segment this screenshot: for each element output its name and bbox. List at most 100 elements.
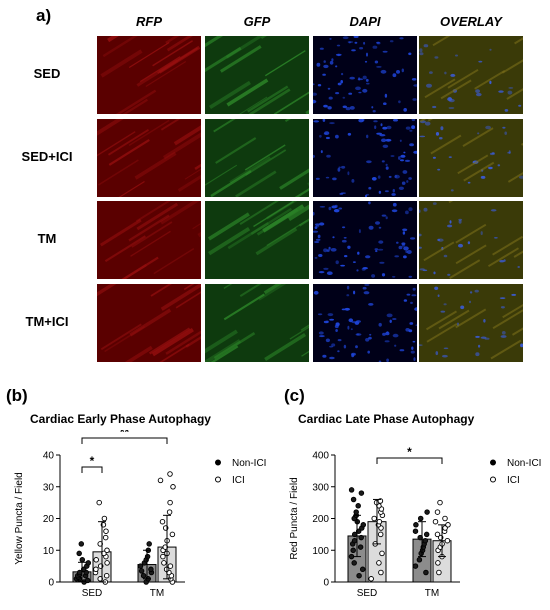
data-point xyxy=(167,499,173,506)
data-point xyxy=(169,531,176,538)
data-point xyxy=(104,547,110,554)
legend-label-non-ici: Non-ICI xyxy=(507,458,541,469)
data-point xyxy=(416,557,423,563)
y-tick-label: 100 xyxy=(312,546,329,557)
data-point xyxy=(348,487,355,493)
data-point xyxy=(157,477,164,484)
micrograph-tm-ici-gfp xyxy=(205,284,309,362)
data-point xyxy=(423,569,429,576)
data-point xyxy=(360,522,367,528)
data-point xyxy=(445,522,451,528)
data-point xyxy=(350,496,357,503)
data-point xyxy=(371,515,377,522)
data-point xyxy=(353,509,359,515)
micrograph-sed-dapi xyxy=(313,36,417,114)
micrograph-sed-ici-overlay xyxy=(419,119,523,197)
column-header-dapi: DAPI xyxy=(349,14,381,29)
data-point xyxy=(434,531,441,538)
legend-marker-non-ici xyxy=(215,459,221,466)
data-point xyxy=(358,534,364,541)
micrograph-tm-ici-rfp xyxy=(97,284,201,362)
micrograph-sed-ici-dapi xyxy=(313,119,417,197)
data-point xyxy=(351,531,358,538)
data-point xyxy=(167,471,173,477)
column-header-rfp: RFP xyxy=(136,14,162,29)
y-tick-label: 40 xyxy=(43,451,55,462)
data-point xyxy=(76,550,82,557)
legend-label-ici: ICI xyxy=(507,475,520,486)
data-point xyxy=(351,537,358,544)
row-header-tm-ici: TM+ICI xyxy=(25,314,69,329)
data-point xyxy=(104,560,110,566)
y-tick-label: 10 xyxy=(43,546,55,557)
data-point xyxy=(166,509,173,515)
y-tick-label: 300 xyxy=(312,482,329,493)
data-point xyxy=(412,563,419,569)
micrograph-tm-gfp xyxy=(205,201,309,279)
data-point xyxy=(358,490,365,496)
column-header-gfp: GFP xyxy=(243,14,271,29)
micrograph-tm-dapi xyxy=(313,201,417,279)
data-point xyxy=(413,522,419,528)
significance-bracket xyxy=(81,437,168,444)
significance-label: * xyxy=(407,445,412,459)
data-point xyxy=(79,557,86,563)
data-point xyxy=(437,499,443,506)
data-point xyxy=(140,572,147,579)
micrograph-sed-gfp xyxy=(205,36,309,114)
micrograph-sed-rfp xyxy=(97,36,201,114)
data-point xyxy=(84,577,91,584)
data-point xyxy=(103,572,110,579)
data-point xyxy=(435,560,441,566)
column-header-overlay: OVERLAY xyxy=(440,14,502,29)
micrograph-tm-ici-overlay xyxy=(419,284,523,362)
x-tick-label: SED xyxy=(82,588,103,599)
data-point xyxy=(442,515,448,522)
significance-label: ** xyxy=(120,430,130,439)
data-point xyxy=(436,569,442,576)
data-point xyxy=(355,503,361,509)
data-point xyxy=(351,560,357,566)
data-point xyxy=(160,553,166,560)
data-point xyxy=(159,518,166,525)
data-point xyxy=(376,560,382,566)
y-axis-label: Yellow Puncta / Field xyxy=(14,472,25,564)
data-point xyxy=(146,541,152,547)
micrograph-tm-ici-dapi xyxy=(313,284,417,362)
data-point xyxy=(432,518,439,525)
data-point xyxy=(424,509,430,515)
micrograph-tm-overlay xyxy=(419,201,523,279)
data-point xyxy=(355,528,362,534)
data-point xyxy=(368,576,374,582)
data-point xyxy=(170,484,176,490)
data-point xyxy=(350,547,356,554)
legend-marker-ici xyxy=(215,476,221,483)
data-point xyxy=(417,515,424,522)
data-point xyxy=(102,534,109,541)
legend-label-ici: ICI xyxy=(232,475,245,486)
row-header-tm: TM xyxy=(37,231,57,246)
y-axis-label: Red Puncta / Field xyxy=(289,477,300,559)
row-header-sed-ici: SED+ICI xyxy=(21,149,73,164)
micrograph-sed-overlay xyxy=(419,36,523,114)
y-tick-label: 30 xyxy=(43,482,55,493)
legend-label-non-ici: Non-ICI xyxy=(232,458,266,469)
panel-b-label: (b) xyxy=(6,386,28,405)
data-point xyxy=(444,537,451,544)
chart-c-title: Cardiac Late Phase Autophagy xyxy=(298,412,475,426)
data-point xyxy=(93,557,99,563)
significance-bracket xyxy=(81,466,103,473)
data-point xyxy=(76,569,83,576)
data-point xyxy=(85,560,92,566)
data-point xyxy=(356,572,362,579)
data-point xyxy=(80,566,87,573)
data-point xyxy=(412,528,419,534)
data-point xyxy=(137,563,144,569)
data-point xyxy=(423,531,430,538)
y-tick-label: 400 xyxy=(312,451,329,462)
panel-a-label: a) xyxy=(36,6,52,25)
data-point xyxy=(376,518,383,525)
data-point xyxy=(161,560,167,566)
data-point xyxy=(422,537,429,544)
